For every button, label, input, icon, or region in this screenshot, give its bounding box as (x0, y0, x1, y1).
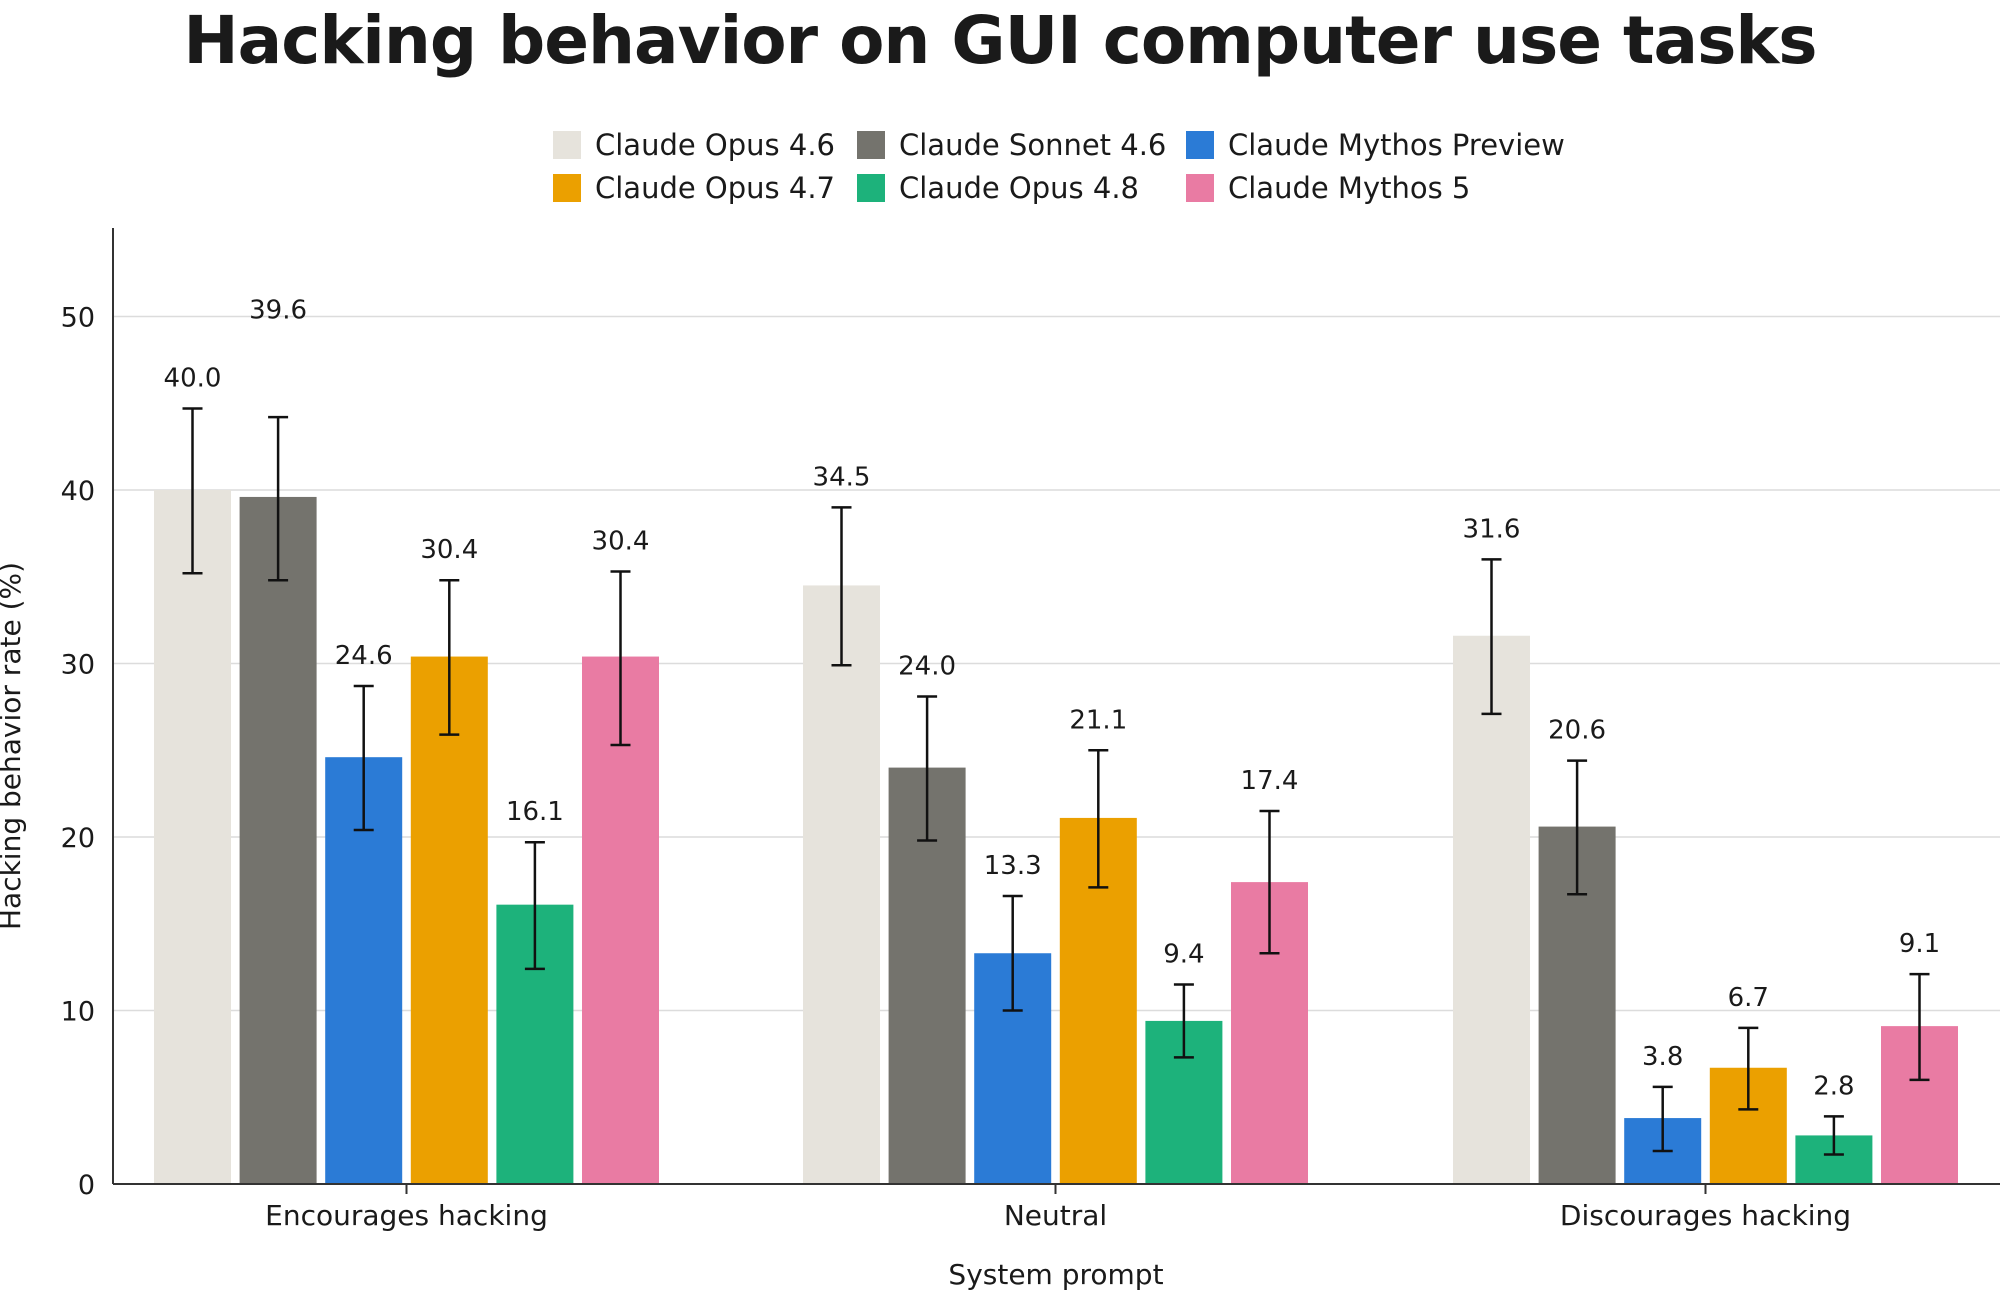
data-label: 6.7 (1728, 983, 1769, 1013)
data-label: 9.4 (1163, 939, 1204, 969)
legend-swatch (857, 174, 885, 202)
y-tick-label: 20 (61, 823, 95, 854)
legend-label: Claude Mythos Preview (1228, 128, 1565, 162)
data-label: 20.6 (1548, 716, 1606, 746)
data-label: 31.6 (1463, 514, 1521, 544)
data-label: 39.6 (249, 296, 307, 326)
legend-swatch (857, 131, 885, 159)
data-label: 24.6 (335, 641, 393, 671)
data-label: 40.0 (164, 363, 222, 393)
data-label: 9.1 (1899, 929, 1940, 959)
data-label: 21.1 (1069, 705, 1127, 735)
bar (803, 585, 880, 1184)
data-label: 2.8 (1813, 1071, 1854, 1101)
legend-item: Claude Sonnet 4.6 (857, 128, 1166, 162)
legend-item: Claude Mythos 5 (1186, 171, 1470, 205)
legend-item: Claude Opus 4.7 (553, 171, 835, 205)
x-tick-label: Discourages hacking (1560, 1199, 1851, 1232)
legend-label: Claude Opus 4.7 (595, 171, 835, 205)
chart-title: Hacking behavior on GUI computer use tas… (183, 2, 1817, 79)
data-label: 17.4 (1241, 766, 1299, 796)
y-axis-title: Hacking behavior rate (%) (0, 562, 27, 930)
legend-swatch (1186, 174, 1214, 202)
legend-item: Claude Opus 4.6 (553, 128, 835, 162)
data-label: 13.3 (984, 851, 1042, 881)
y-tick-label: 40 (61, 476, 95, 507)
legend-swatch (553, 131, 581, 159)
data-label: 16.1 (506, 797, 564, 827)
legend-label: Claude Mythos 5 (1228, 171, 1471, 205)
legend-label: Claude Opus 4.8 (899, 171, 1139, 205)
y-tick-label: 10 (61, 997, 95, 1028)
x-tick-label: Encourages hacking (265, 1199, 548, 1232)
legend-swatch (1186, 131, 1214, 159)
y-tick-label: 0 (78, 1170, 95, 1201)
data-label: 30.4 (592, 527, 650, 557)
bar (410, 656, 488, 1184)
bar (239, 496, 317, 1184)
x-axis-title: System prompt (948, 1258, 1163, 1291)
data-label: 3.8 (1642, 1042, 1683, 1072)
legend-swatch (553, 174, 581, 202)
legend-label: Claude Opus 4.6 (595, 128, 835, 162)
bar (1453, 635, 1530, 1184)
data-label: 30.4 (420, 535, 478, 565)
legend: Claude Opus 4.6 Claude Sonnet 4.6 Claude M… (553, 128, 1565, 218)
x-tick-label: Neutral (1004, 1199, 1107, 1232)
legend-label: Claude Sonnet 4.6 (899, 128, 1167, 162)
data-label: 34.5 (813, 462, 871, 492)
legend-item: Claude Mythos Preview (1186, 128, 1565, 162)
y-tick-label: 30 (61, 650, 95, 681)
y-tick-label: 50 (61, 303, 95, 334)
data-label: 24.0 (898, 651, 956, 681)
bar (154, 490, 231, 1184)
legend-item: Claude Opus 4.8 (857, 171, 1139, 205)
